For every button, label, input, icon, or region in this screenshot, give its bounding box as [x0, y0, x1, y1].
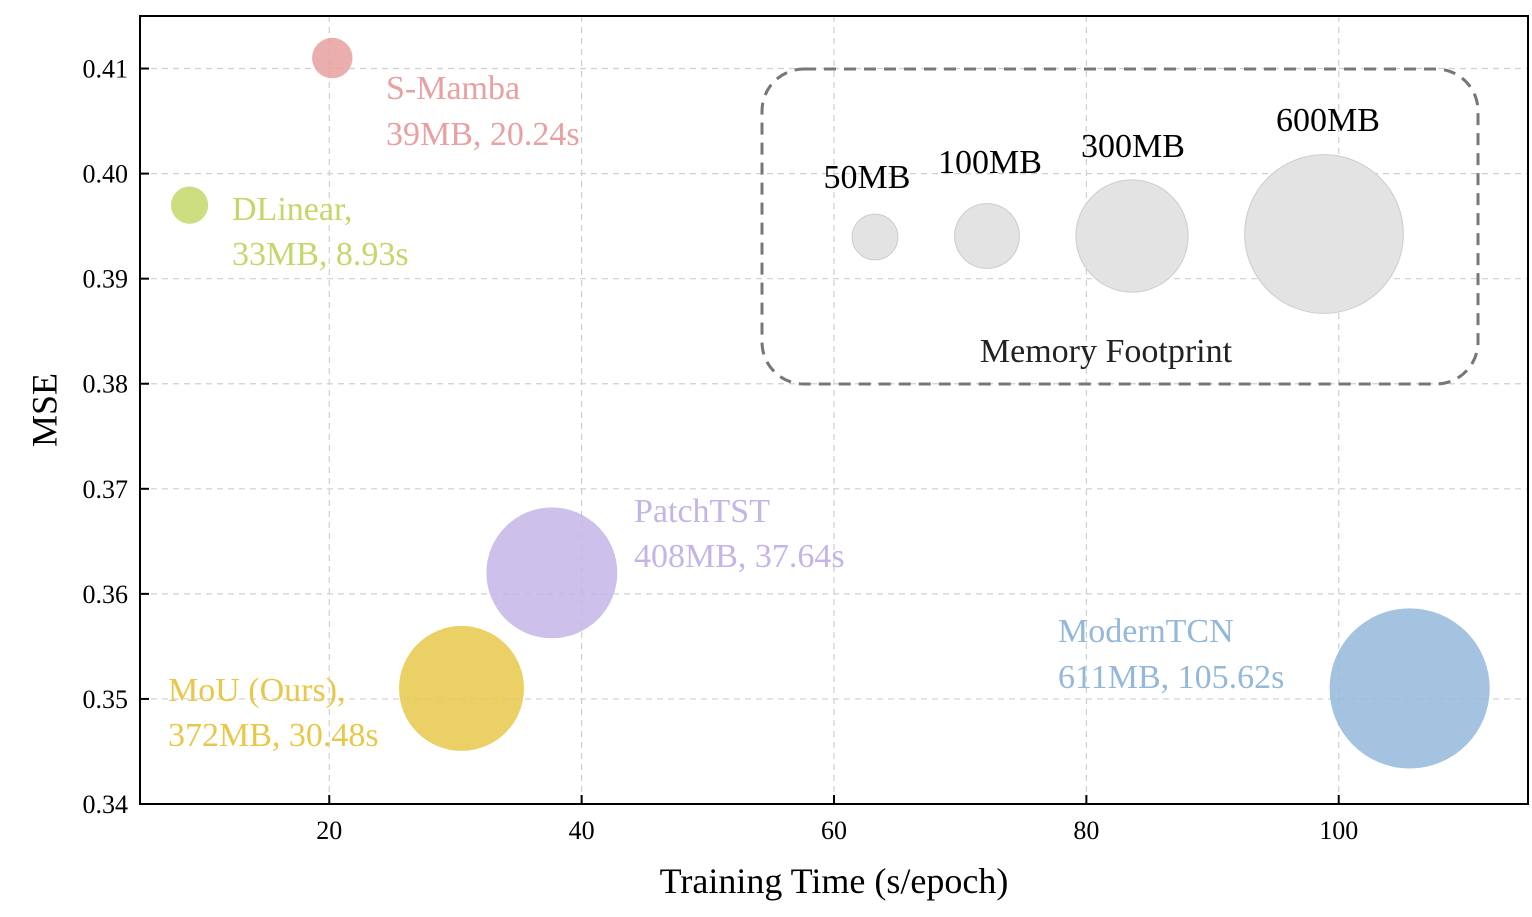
- bubble-stats-patchtst: 408MB, 37.64s: [634, 538, 845, 575]
- bubble-s-mamba: [312, 37, 353, 79]
- bubble-layer: S-Mamba 39MB, 20.24s DLinear, 33MB, 8.93s Pa…: [168, 37, 1490, 769]
- bubble-stats-s-mamba: 39MB, 20.24s: [386, 116, 580, 153]
- x-tick-label: 100: [1319, 816, 1358, 845]
- legend-size-label: 50MB: [824, 159, 911, 196]
- y-tick-label: 0.41: [83, 55, 129, 84]
- y-tick-label: 0.40: [83, 160, 129, 189]
- bubble-moderntcn: [1329, 608, 1490, 769]
- bubble-mou-ours: [399, 625, 525, 751]
- y-axis-title: MSE: [25, 373, 65, 447]
- legend-size-bubble: [954, 203, 1020, 269]
- legend-size-bubble: [1075, 179, 1189, 293]
- y-tick-label: 0.37: [83, 475, 129, 504]
- bubble-label-s-mamba: S-Mamba: [386, 70, 520, 107]
- y-tick-label: 0.38: [83, 370, 129, 399]
- bubble-label-patchtst: PatchTST: [634, 493, 770, 530]
- legend-size-bubble: [851, 213, 899, 261]
- bubble-patchtst: [486, 507, 618, 639]
- legend-title: Memory Footprint: [980, 333, 1233, 370]
- y-tick-label: 0.35: [83, 685, 129, 714]
- x-axis-title: Training Time (s/epoch): [660, 861, 1009, 901]
- x-tick-label: 40: [569, 816, 595, 845]
- y-tick-label: 0.34: [83, 790, 129, 819]
- legend-size-label: 300MB: [1081, 128, 1185, 165]
- x-tick-label: 20: [316, 816, 342, 845]
- legend-size-label: 100MB: [938, 144, 1042, 181]
- bubble-stats-mou-ours: 372MB, 30.48s: [168, 717, 379, 754]
- bubble-stats-moderntcn: 611MB, 105.62s: [1058, 659, 1284, 696]
- legend-size-label: 600MB: [1276, 102, 1380, 139]
- axes-layer: 20 40 60 80 100 0.34 0.35 0.36 0.37 0.38 0.39 0.40 0…: [83, 15, 1529, 845]
- y-tick-label: 0.39: [83, 265, 129, 294]
- x-tick-label: 80: [1073, 816, 1099, 845]
- memory-footprint-legend: Memory Footprint 50MB 100MB 300MB 600MB: [760, 67, 1480, 386]
- bubble-label-mou-ours: MoU (Ours),: [168, 672, 346, 709]
- legend-size-bubble: [1244, 154, 1404, 314]
- bubble-dlinear: [170, 186, 209, 224]
- bubble-label-dlinear: DLinear,: [232, 191, 352, 228]
- x-tick-label: 60: [821, 816, 847, 845]
- bubble-label-moderntcn: ModernTCN: [1058, 613, 1234, 650]
- bubble-stats-dlinear: 33MB, 8.93s: [232, 236, 409, 273]
- grid-layer: [140, 16, 1528, 804]
- y-tick-label: 0.36: [83, 580, 129, 609]
- legend-box: [760, 67, 1480, 386]
